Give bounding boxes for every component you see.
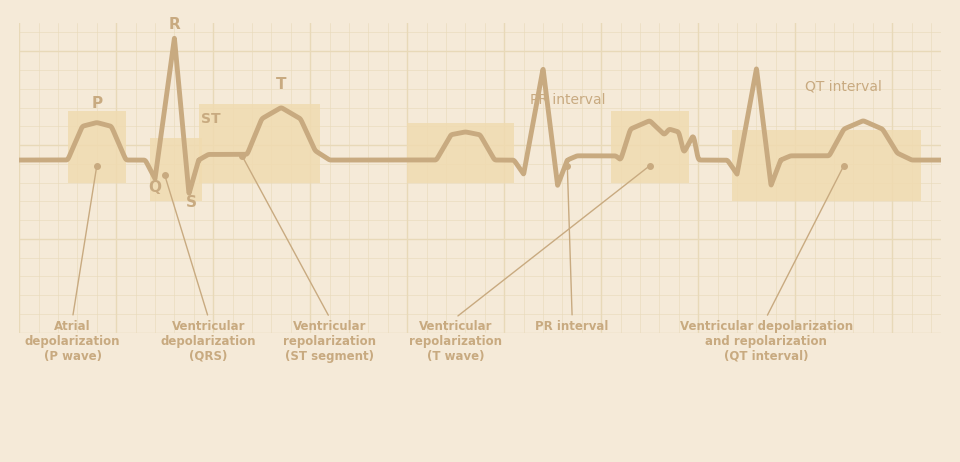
Text: Ventricular
repolarization
(ST segment): Ventricular repolarization (ST segment) (283, 320, 376, 363)
FancyBboxPatch shape (68, 111, 126, 182)
Text: R: R (169, 17, 180, 32)
FancyBboxPatch shape (732, 130, 922, 201)
Text: Q: Q (149, 180, 161, 195)
Text: Ventricular
repolarization
(T wave): Ventricular repolarization (T wave) (409, 320, 502, 363)
Text: PR interval: PR interval (536, 320, 609, 333)
Text: S: S (185, 195, 197, 210)
Text: Ventricular depolarization
and repolarization
(QT interval): Ventricular depolarization and repolariz… (680, 320, 852, 363)
FancyBboxPatch shape (407, 122, 514, 182)
Text: ST: ST (202, 111, 221, 126)
FancyBboxPatch shape (150, 138, 202, 201)
FancyBboxPatch shape (199, 104, 320, 182)
Text: T: T (276, 77, 286, 92)
Text: Ventricular
depolarization
(QRS): Ventricular depolarization (QRS) (160, 320, 256, 363)
Text: QT interval: QT interval (805, 79, 882, 94)
Text: P: P (91, 96, 103, 110)
Text: Atrial
depolarization
(P wave): Atrial depolarization (P wave) (25, 320, 120, 363)
FancyBboxPatch shape (611, 111, 688, 182)
Text: PR interval: PR interval (530, 93, 605, 107)
